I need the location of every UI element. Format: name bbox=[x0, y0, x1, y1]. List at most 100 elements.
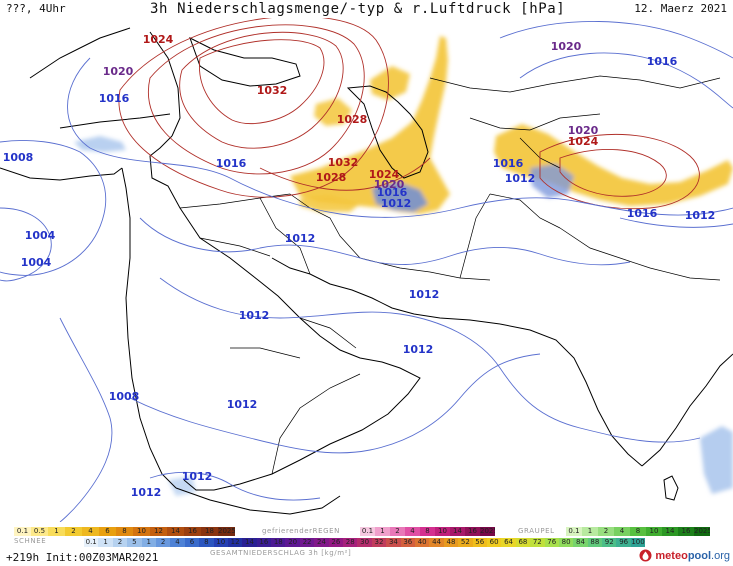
legend-snow-swatch: 2 bbox=[65, 527, 82, 536]
legend-total-precip-scale: 0.1 1 2 5 1 2 4 6 8 10 12 14 16 18 20 22 24 26 28 30 32 34 36 4… bbox=[84, 538, 646, 547]
isobar-label-1024: 1024 bbox=[369, 168, 400, 181]
isobar-layer bbox=[0, 18, 733, 522]
isobar-low-10 bbox=[499, 21, 733, 59]
coast-horn-of-africa bbox=[175, 487, 341, 515]
legend-rain-swatch: 4 bbox=[170, 538, 185, 547]
legend-rain-swatch: 92 bbox=[602, 538, 617, 547]
brand-text-tld: .org bbox=[711, 549, 730, 562]
legend-snow-label: SCHNEE bbox=[14, 537, 47, 545]
isobar-high-2 bbox=[179, 31, 344, 149]
snow-area-persia bbox=[300, 196, 360, 212]
legend-snow-swatch: 6 bbox=[99, 527, 116, 536]
legend-snow-swatch: 8 bbox=[116, 527, 133, 536]
legend-rain-swatch: 88 bbox=[587, 538, 603, 547]
coastline-layer bbox=[0, 27, 733, 515]
legend-freezing-swatch: 4 bbox=[405, 527, 420, 536]
legend-rain-swatch: 20 bbox=[285, 538, 300, 547]
legend-snow-swatch: 16 bbox=[184, 527, 201, 536]
legend-rain-swatch: 2 bbox=[112, 538, 128, 547]
legend-snow-swatch: 1 bbox=[48, 527, 65, 536]
isobar-low-6 bbox=[59, 317, 113, 522]
coast-india-west bbox=[499, 323, 643, 467]
legend-snow-swatch: 12 bbox=[150, 527, 167, 536]
model-run-info: +219h Init:00Z03MAR2021 bbox=[6, 551, 159, 564]
isobar-label-1012: 1012 bbox=[227, 398, 258, 411]
legend-rain-swatch: 28 bbox=[343, 538, 358, 547]
borders-central-asia bbox=[429, 75, 721, 281]
isobar-label-1020: 1020 bbox=[551, 40, 582, 53]
legend-rain-swatch: 76 bbox=[544, 538, 559, 547]
legend-rain-swatch: 2 bbox=[155, 538, 171, 547]
legend-graupel-swatch: 0.1 bbox=[566, 527, 582, 536]
legend-snow-swatch: 14 bbox=[167, 527, 184, 536]
legend-graupel-swatch: 16 bbox=[678, 527, 694, 536]
isobar-label-1012: 1012 bbox=[505, 172, 536, 185]
isobar-label-1008: 1008 bbox=[109, 390, 140, 403]
isobar-low-4 bbox=[139, 217, 631, 266]
isobar-label-1020: 1020 bbox=[103, 65, 134, 78]
legend-rain-swatch: 16 bbox=[256, 538, 272, 547]
isobar-label-1012: 1012 bbox=[239, 309, 270, 322]
rain-area-caucasus bbox=[372, 182, 428, 212]
coast-black-sea bbox=[189, 36, 301, 87]
isobar-high-3 bbox=[148, 24, 365, 175]
isobar-low-1 bbox=[67, 57, 733, 218]
isobar-label-1024: 1024 bbox=[143, 33, 174, 46]
coast-india-east bbox=[641, 353, 733, 467]
isobar-low-5 bbox=[159, 277, 701, 443]
legend-rain-swatch: 84 bbox=[573, 538, 588, 547]
legend-graupel-swatch: 2025+ bbox=[694, 527, 710, 536]
legend-snow-swatch: 0.5 bbox=[31, 527, 48, 536]
legend-graupel-swatch: 2 bbox=[598, 527, 614, 536]
legend-rain-swatch: 80 bbox=[558, 538, 574, 547]
isobar-label-1004: 1004 bbox=[25, 229, 56, 242]
coast-sri-lanka bbox=[663, 475, 679, 501]
legend-rain-swatch: 100 bbox=[630, 538, 646, 547]
isobar-low-9 bbox=[519, 52, 733, 109]
isobar-low-7 bbox=[129, 353, 541, 454]
legend-rain-swatch: 34 bbox=[386, 538, 401, 547]
legend-rain-swatch: 6 bbox=[184, 538, 200, 547]
legend-rain-swatch: 8 bbox=[199, 538, 214, 547]
legend-graupel-swatch: 8 bbox=[630, 527, 646, 536]
legend-rain-swatch: 26 bbox=[328, 538, 344, 547]
isobar-label-1012: 1012 bbox=[285, 232, 316, 245]
isobar-label-1012: 1012 bbox=[381, 197, 412, 210]
snow-area-caspian-north bbox=[370, 66, 410, 100]
legend-freezing-swatch: 10 bbox=[435, 527, 450, 536]
legend-rain-swatch: 0.1 bbox=[84, 538, 99, 547]
isobar-label-1012: 1012 bbox=[182, 470, 213, 483]
isobar-label-1008: 1008 bbox=[3, 151, 34, 164]
legend-rain-swatch: 12 bbox=[227, 538, 243, 547]
meteopool-logo[interactable]: meteo pool .org bbox=[639, 549, 730, 562]
legend-graupel-swatch: 1 bbox=[582, 527, 598, 536]
coast-levant-turkey bbox=[29, 27, 181, 137]
legend-rain-swatch: 96 bbox=[616, 538, 631, 547]
isobar-label-1020: 1020 bbox=[374, 178, 405, 191]
isobar-label-1012: 1012 bbox=[403, 343, 434, 356]
legend-graupel-label: GRAUPEL bbox=[518, 527, 555, 535]
legend-snow-swatch: 2025+ bbox=[218, 527, 235, 536]
isobar-label-1012: 1012 bbox=[685, 209, 716, 222]
rain-area-himalaya bbox=[530, 164, 574, 198]
legend-total-precip-label: GESAMTNIEDERSCHLAG 3h [kg/m²] bbox=[210, 549, 352, 557]
brand-text-meteo: meteo bbox=[655, 549, 688, 562]
coast-africa-north bbox=[0, 167, 123, 181]
legend-snow-swatch: 0.1 bbox=[14, 527, 31, 536]
legend-rain-swatch: 60 bbox=[486, 538, 502, 547]
isobar-label-1016: 1016 bbox=[377, 186, 408, 199]
isobar-label-1016: 1016 bbox=[493, 157, 524, 170]
isobar-label-1004: 1004 bbox=[21, 256, 52, 269]
legend-rain-swatch: 56 bbox=[472, 538, 487, 547]
coast-persian-gulf bbox=[271, 257, 501, 325]
isobar-label-1028: 1028 bbox=[337, 113, 368, 126]
isobar-label-1016: 1016 bbox=[99, 92, 130, 105]
legend-graupel-swatch: 10 bbox=[646, 527, 662, 536]
isobar-high-4 bbox=[118, 18, 389, 198]
borders-middle-east bbox=[179, 193, 561, 475]
legend-rain-swatch: 72 bbox=[530, 538, 545, 547]
